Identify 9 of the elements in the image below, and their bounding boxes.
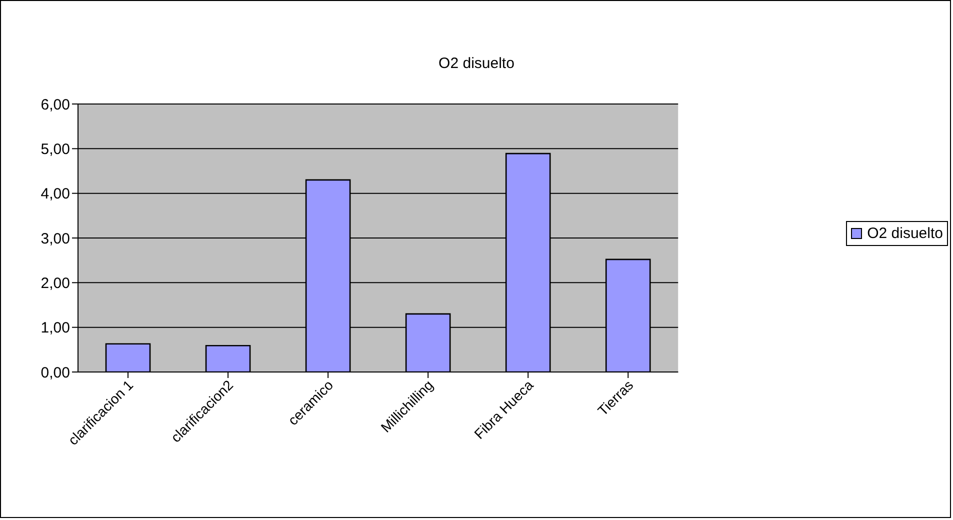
y-tick-label: 4,00 — [40, 186, 70, 203]
y-tick-label: 3,00 — [40, 230, 70, 248]
y-tick-label: 0,00 — [40, 364, 70, 382]
chart-title: O2 disuelto — [438, 55, 516, 72]
y-tick-label: 5,00 — [40, 140, 70, 158]
y-tick-label: 1,00 — [40, 320, 70, 337]
legend-label: O2 disuelto — [867, 225, 943, 242]
y-tick-label: 2,00 — [40, 274, 70, 292]
y-tick-label: 6,00 — [40, 96, 70, 114]
